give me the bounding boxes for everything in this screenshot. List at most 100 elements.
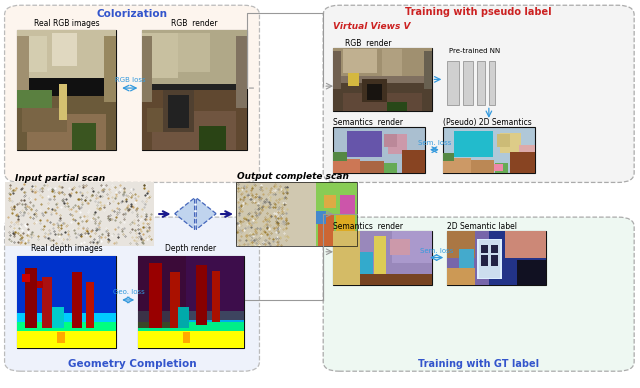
- Bar: [489, 230, 546, 284]
- Bar: [443, 153, 454, 161]
- Bar: [141, 33, 179, 78]
- Bar: [17, 36, 47, 72]
- Bar: [347, 131, 381, 157]
- Bar: [152, 111, 236, 150]
- Bar: [360, 230, 431, 284]
- Bar: [491, 255, 498, 266]
- Bar: [182, 333, 190, 343]
- Text: Real RGB images: Real RGB images: [34, 19, 99, 28]
- Bar: [382, 49, 402, 76]
- Bar: [17, 320, 116, 331]
- Bar: [447, 61, 459, 106]
- Text: Input partial scan: Input partial scan: [15, 174, 106, 183]
- Bar: [236, 182, 357, 246]
- Bar: [141, 30, 246, 150]
- Bar: [333, 83, 431, 111]
- Bar: [22, 108, 67, 132]
- Text: Semantics  render: Semantics render: [333, 118, 403, 127]
- Bar: [17, 36, 29, 102]
- Bar: [360, 274, 431, 284]
- Bar: [516, 260, 546, 284]
- Bar: [333, 126, 425, 173]
- Bar: [316, 211, 326, 224]
- Bar: [59, 84, 67, 120]
- Bar: [447, 268, 475, 284]
- Bar: [509, 152, 536, 173]
- Bar: [200, 126, 226, 150]
- Text: RGB  render: RGB render: [346, 39, 392, 48]
- Bar: [17, 30, 116, 78]
- Bar: [424, 51, 431, 89]
- Bar: [186, 256, 244, 320]
- Bar: [17, 90, 52, 108]
- Bar: [333, 152, 347, 161]
- Bar: [17, 311, 116, 322]
- Text: Depth render: Depth render: [165, 244, 216, 253]
- Bar: [342, 49, 377, 73]
- Bar: [52, 307, 64, 328]
- FancyBboxPatch shape: [4, 5, 259, 182]
- Bar: [362, 80, 387, 102]
- FancyBboxPatch shape: [4, 217, 259, 371]
- Bar: [170, 272, 180, 328]
- FancyBboxPatch shape: [323, 217, 634, 371]
- Bar: [138, 256, 244, 311]
- Bar: [17, 30, 116, 150]
- Bar: [342, 94, 422, 111]
- Bar: [383, 133, 397, 147]
- Bar: [149, 263, 161, 328]
- Bar: [374, 236, 386, 276]
- Bar: [138, 328, 244, 348]
- Bar: [138, 256, 244, 348]
- Bar: [336, 214, 355, 240]
- Bar: [25, 268, 37, 328]
- Bar: [37, 281, 43, 288]
- Text: Semantics  render: Semantics render: [333, 222, 403, 231]
- Bar: [179, 307, 189, 328]
- Bar: [333, 48, 431, 76]
- Bar: [477, 61, 485, 106]
- Bar: [333, 159, 360, 173]
- Bar: [86, 282, 94, 328]
- Bar: [447, 230, 475, 258]
- Bar: [470, 160, 494, 173]
- Bar: [481, 245, 488, 253]
- Bar: [443, 158, 470, 173]
- Bar: [333, 51, 340, 89]
- Bar: [179, 33, 210, 72]
- Bar: [17, 96, 116, 150]
- Bar: [163, 90, 194, 132]
- Bar: [477, 239, 502, 279]
- Bar: [481, 255, 488, 266]
- Bar: [519, 145, 536, 161]
- Text: Virtual Views V: Virtual Views V: [333, 22, 410, 31]
- Bar: [443, 126, 536, 173]
- Bar: [324, 195, 336, 208]
- Bar: [447, 230, 489, 284]
- Bar: [72, 272, 81, 328]
- Bar: [367, 84, 382, 100]
- Text: Output complete scan: Output complete scan: [237, 172, 349, 181]
- Bar: [141, 36, 152, 102]
- Bar: [17, 256, 116, 348]
- Bar: [388, 133, 406, 154]
- Bar: [402, 150, 425, 173]
- Bar: [447, 230, 546, 284]
- Bar: [316, 182, 357, 246]
- Bar: [317, 214, 334, 246]
- Bar: [340, 195, 355, 214]
- Text: RGB loss: RGB loss: [115, 77, 145, 83]
- Bar: [360, 252, 373, 276]
- Bar: [333, 230, 360, 284]
- Bar: [52, 33, 77, 66]
- Bar: [495, 163, 508, 173]
- Text: Training with pseudo label: Training with pseudo label: [405, 7, 552, 17]
- Bar: [489, 61, 495, 106]
- Text: Colorization: Colorization: [97, 9, 168, 19]
- Bar: [316, 182, 357, 211]
- Bar: [17, 256, 116, 313]
- Text: Training with GT label: Training with GT label: [418, 359, 540, 369]
- Bar: [236, 36, 246, 108]
- Text: 2D Semantic label: 2D Semantic label: [447, 222, 518, 231]
- Bar: [236, 182, 316, 246]
